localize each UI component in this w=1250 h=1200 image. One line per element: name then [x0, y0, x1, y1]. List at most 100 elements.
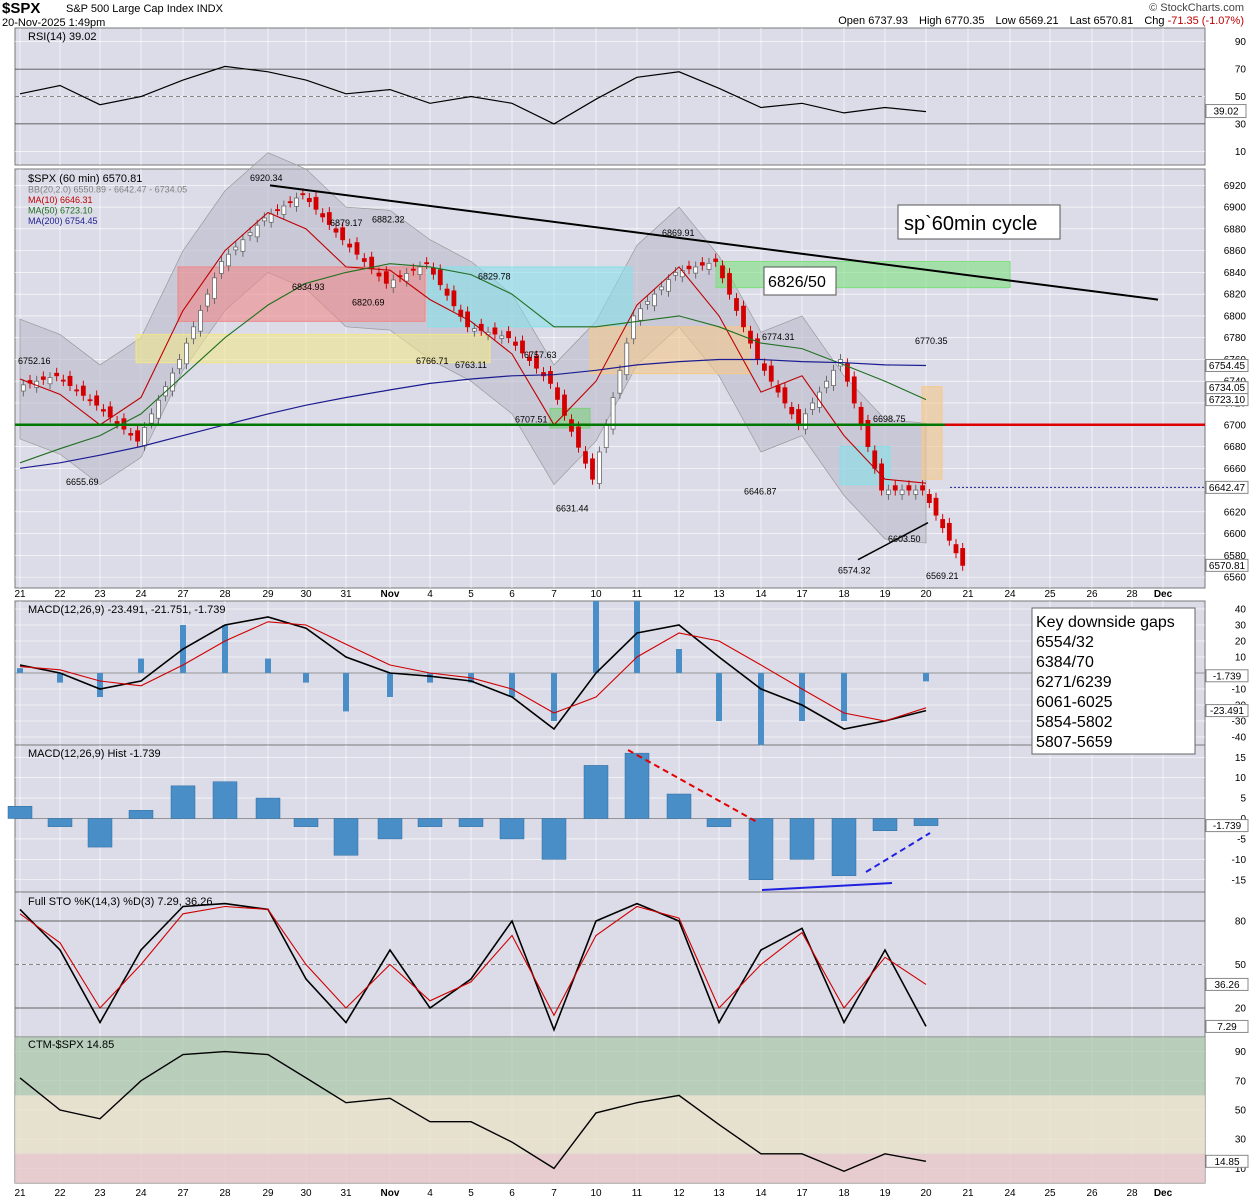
price-tick-label: 6800	[1224, 311, 1247, 322]
hist-bar	[541, 818, 567, 860]
candle-body	[383, 271, 389, 284]
candle-body	[527, 356, 532, 361]
candle-body	[499, 335, 505, 339]
ctm-tick-label: 30	[1235, 1135, 1247, 1146]
candle-body	[851, 376, 857, 404]
candle-body	[219, 261, 224, 274]
candle-body	[824, 380, 829, 389]
candle-body	[926, 494, 932, 504]
candle-body	[920, 485, 925, 491]
price-right-box	[1205, 480, 1249, 494]
hist-bar	[417, 818, 443, 827]
rsi-tick-label: 10	[1235, 147, 1247, 158]
x-axis-label: 22	[54, 1188, 66, 1199]
candle-body	[748, 330, 753, 344]
last-label: Last	[1069, 15, 1091, 27]
ctm-value-box	[1205, 1154, 1249, 1168]
macd_hist-tick-label: -5	[1237, 834, 1246, 845]
hist-value-box	[1205, 819, 1249, 833]
rsi-tick-label: 30	[1235, 119, 1247, 130]
candle-body	[313, 196, 319, 210]
x-axis-label: 24	[135, 589, 147, 600]
sto-right-box	[1205, 977, 1249, 991]
price-annotation: 6569.21	[926, 571, 959, 581]
price-annotation: 6879.17	[330, 218, 363, 228]
macd-right-box	[1205, 669, 1249, 683]
candle-body	[170, 372, 175, 392]
hist-bar	[706, 818, 732, 827]
x-axis-label: 24	[135, 1188, 147, 1199]
x-axis-label: 13	[713, 589, 725, 600]
candle-body	[610, 397, 616, 430]
candle-body	[240, 239, 246, 252]
x-axis-label: 6	[509, 589, 515, 600]
candle-body	[520, 340, 525, 354]
low-value: 6569.21	[1018, 15, 1059, 27]
hist-bar	[87, 818, 113, 848]
candle-body	[946, 522, 952, 541]
x-axis-label: 12	[673, 589, 685, 600]
candle-body	[506, 331, 511, 339]
candle-body	[254, 224, 260, 238]
candle-body	[720, 265, 725, 279]
ctm-tick-label: 10	[1235, 1164, 1247, 1175]
price-annotation: 6774.31	[762, 332, 795, 342]
rsi-tick-label: 90	[1235, 37, 1247, 48]
price-tick-label: 6860	[1224, 246, 1247, 257]
candle-body	[865, 419, 871, 447]
candle-body	[74, 389, 80, 392]
price-annotation: 6603.50	[888, 534, 921, 544]
candle-body	[417, 266, 423, 275]
hist-bar	[624, 752, 650, 819]
macd-right-label: -23.491	[1210, 706, 1244, 717]
candle-body	[390, 279, 396, 289]
downtrend-line	[269, 184, 1159, 301]
hist-bar	[255, 797, 281, 819]
ma200-line	[19, 358, 927, 469]
price-annotation: 6574.32	[838, 566, 871, 576]
chart-date: 20-Nov-2025 1:49pm	[2, 17, 106, 29]
candle-body	[803, 413, 808, 430]
candle-body	[376, 272, 382, 277]
hist-bar	[748, 818, 774, 880]
candle-body	[340, 227, 346, 241]
price-right-label: 6734.05	[1209, 383, 1246, 394]
hist-divergence-blue	[761, 882, 893, 891]
gaps-box	[1031, 607, 1196, 755]
hist-bar	[458, 818, 484, 827]
hist-bar	[913, 818, 939, 826]
x-axis-label: 12	[673, 1188, 685, 1199]
candle-body	[287, 201, 293, 204]
hist-bar	[831, 818, 857, 876]
price-annotation: 6757.63	[524, 350, 557, 360]
candle-body	[437, 269, 443, 286]
candle-body	[40, 376, 46, 380]
candle-body	[205, 293, 210, 307]
x-axis-label: 11	[632, 1188, 643, 1199]
candle-body	[326, 212, 332, 225]
candle-body	[782, 387, 788, 404]
rsi-line	[19, 65, 927, 125]
candle-body	[796, 409, 801, 426]
candle-body	[817, 391, 822, 408]
price-legend-item: BB(20,2.0) 6550.89 - 6642.47 - 6734.05	[28, 185, 187, 195]
macd_hist-tick-label: 5	[1240, 794, 1246, 805]
price-annotation: 6631.44	[556, 503, 589, 513]
candle-body	[472, 328, 477, 332]
macd_hist-tick-label: -10	[1232, 855, 1247, 866]
last-value: 6570.81	[1093, 15, 1134, 27]
macd-tick-label: 30	[1235, 621, 1247, 632]
sto-right-label: 36.26	[1214, 980, 1239, 991]
x-axis-label: 7	[551, 1188, 557, 1199]
candle-body	[107, 406, 113, 418]
sto-d-line	[19, 905, 927, 1017]
candle-body	[624, 342, 630, 376]
price-annotation: 6829.78	[478, 272, 511, 282]
rsi-value-label: 39.02	[1213, 107, 1238, 118]
gaps-box-item: 6271/6239	[1036, 674, 1112, 691]
x-axis-label: 26	[1086, 589, 1098, 600]
candle-body	[762, 363, 767, 371]
candle-body	[603, 424, 609, 449]
candle-body	[333, 228, 339, 233]
